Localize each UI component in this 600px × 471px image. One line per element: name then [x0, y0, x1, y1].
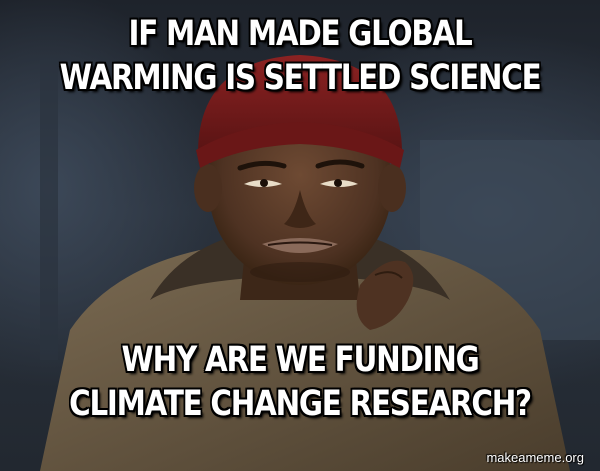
right-ear: [378, 164, 406, 212]
beanie-cuff: [196, 122, 404, 168]
top-caption: IF MAN MADE GLOBAL WARMING IS SETTLED SC…: [59, 14, 542, 98]
hand: [356, 260, 414, 330]
bottom-caption: WHY ARE WE FUNDING CLIMATE CHANGE RESEAR…: [69, 340, 532, 424]
left-eyebrow: [237, 160, 287, 171]
mouth: [262, 238, 338, 253]
left-ear: [194, 164, 222, 212]
watermark: makeameme.org: [486, 450, 584, 465]
nose: [284, 190, 316, 228]
background-post: [40, 60, 58, 360]
jacket: [40, 250, 570, 471]
red-beanie: [198, 55, 402, 150]
right-eyebrow: [315, 159, 365, 169]
